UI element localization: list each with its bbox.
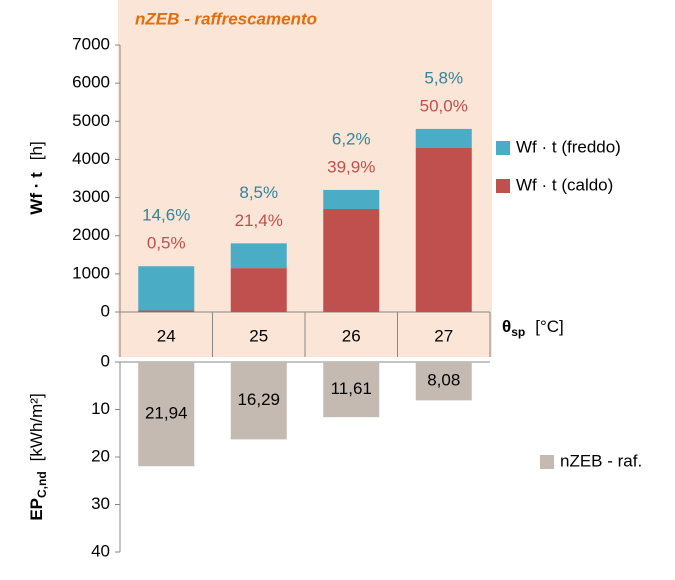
- y-tick-label: 0: [101, 301, 110, 320]
- label-part: [kWh/m²]: [27, 393, 46, 461]
- y-tick-label: 2000: [72, 225, 110, 244]
- bar-segment: [415, 128, 472, 148]
- x-tick-label: 24: [157, 326, 176, 345]
- label-part: [h]: [27, 141, 46, 160]
- label-part: [°C]: [535, 317, 564, 336]
- x-tick-label: 25: [249, 326, 268, 345]
- annotation: 14,6%: [142, 206, 190, 225]
- label-part: C,nd: [35, 471, 49, 498]
- label-part: sp: [511, 325, 525, 339]
- annotation: 5,8%: [424, 68, 463, 87]
- y-tick-label: 0: [101, 351, 110, 370]
- annotation: 21,4%: [235, 211, 283, 230]
- y-axis-label: Wf · t [h]: [27, 141, 46, 214]
- y-tick-label: 1000: [72, 263, 110, 282]
- x-axis-label: θsp [°C]: [502, 317, 564, 339]
- legend-label: Wf · t (caldo): [516, 175, 613, 194]
- label-part: EP: [27, 498, 46, 521]
- bar-segment: [230, 243, 287, 269]
- data-label: 11,61: [331, 379, 372, 398]
- x-tick-label: 26: [342, 326, 361, 345]
- data-label: 16,29: [237, 390, 280, 409]
- bar: [138, 362, 195, 467]
- legend-swatch: [496, 141, 510, 155]
- bar: [415, 362, 472, 401]
- legend-swatch: [540, 455, 554, 469]
- y-tick-label: 4000: [72, 149, 110, 168]
- annotation: 6,2%: [332, 129, 371, 148]
- bar-segment: [138, 310, 195, 312]
- label-part: Wf · t: [27, 172, 46, 215]
- y-tick-label: 40: [91, 541, 110, 560]
- annotation: 50,0%: [420, 96, 468, 115]
- y-tick-label: 6000: [72, 73, 110, 92]
- bar-segment: [230, 268, 287, 312]
- bar-segment: [415, 147, 472, 312]
- bar-segment: [323, 189, 380, 210]
- annotation: 0,5%: [147, 234, 186, 253]
- bar-segment: [138, 266, 195, 311]
- legend-label: nZEB - raf.: [560, 451, 642, 470]
- y-tick-label: 7000: [72, 34, 110, 53]
- y-tick-label: 20: [91, 446, 110, 465]
- bar: [230, 362, 287, 440]
- y-tick-label: 3000: [72, 187, 110, 206]
- data-label: 8,08: [427, 371, 460, 390]
- chart-title: nZEB - raffrescamento: [135, 9, 317, 28]
- y-tick-label: 5000: [72, 111, 110, 130]
- data-label: 21,94: [145, 404, 188, 423]
- bar: [323, 362, 380, 418]
- legend-swatch: [496, 179, 510, 193]
- annotation: 39,9%: [327, 157, 375, 176]
- label-part: θ: [502, 317, 511, 336]
- annotation: 8,5%: [239, 183, 278, 202]
- y-tick-label: 30: [91, 494, 110, 513]
- legend-label: Wf · t (freddo): [516, 137, 621, 156]
- bar-segment: [323, 209, 380, 312]
- x-tick-label: 27: [434, 326, 453, 345]
- y-tick-label: 10: [91, 399, 110, 418]
- y-axis-label: EPC,nd [kWh/m²]: [27, 393, 49, 520]
